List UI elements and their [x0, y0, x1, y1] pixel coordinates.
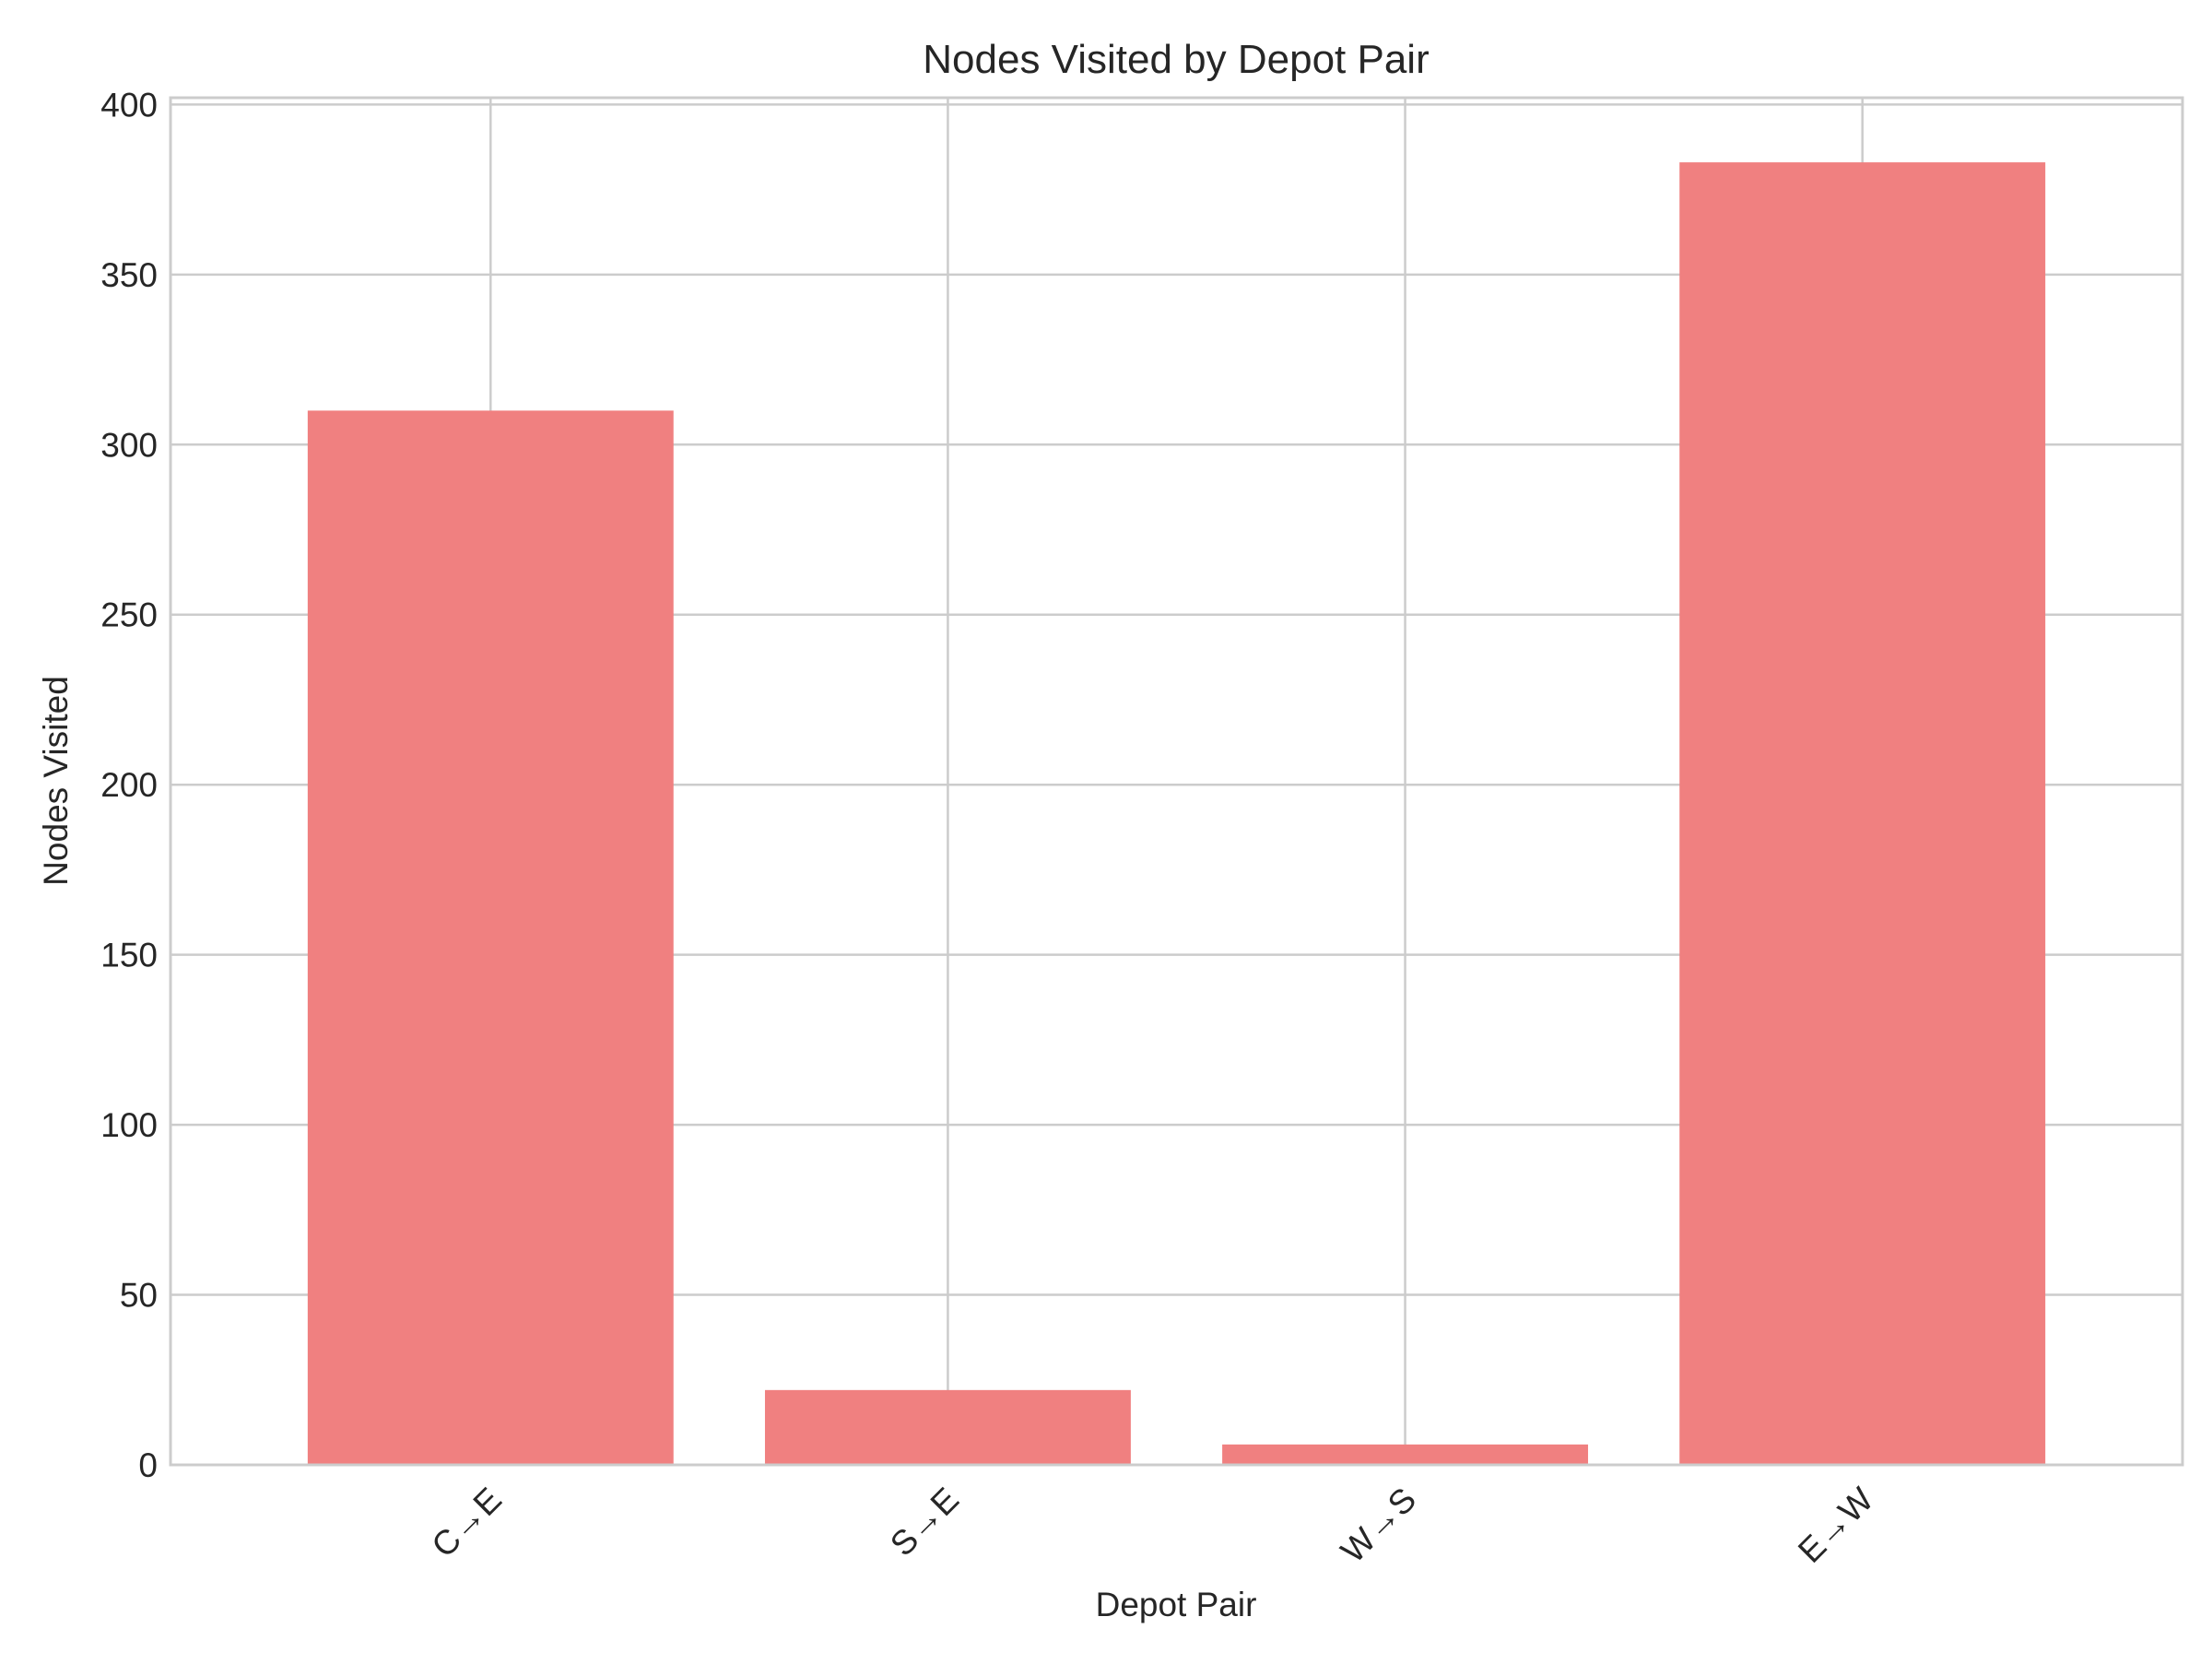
y-tick-label: 400	[100, 86, 158, 124]
chart-title: Nodes Visited by Depot Pair	[923, 37, 1429, 82]
x-tick-label: C→E	[424, 1481, 509, 1565]
y-tick-label: 350	[100, 256, 158, 294]
bars	[307, 162, 2046, 1465]
y-tick-label: 200	[100, 766, 158, 804]
y-axis-ticks: 0 50 100 150 200 250 300 350 400	[100, 86, 158, 1484]
y-tick-label: 300	[100, 426, 158, 464]
y-tick-label: 150	[100, 937, 158, 974]
bar	[1222, 1444, 1589, 1465]
x-axis-label: Depot Pair	[1096, 1586, 1257, 1623]
x-tick-label: E→W	[1791, 1481, 1880, 1570]
y-axis-label: Nodes Visited	[37, 676, 75, 886]
x-axis-ticks: C→E S→E W→S E→W	[424, 1481, 1880, 1570]
y-tick-label: 50	[120, 1277, 158, 1315]
x-tick-label: W→S	[1334, 1481, 1423, 1570]
bar	[1679, 162, 2046, 1465]
y-tick-label: 100	[100, 1106, 158, 1144]
y-tick-label: 250	[100, 596, 158, 634]
bar	[307, 410, 674, 1465]
plot-frame	[169, 96, 2184, 1467]
x-tick-label: S→E	[883, 1481, 966, 1564]
y-tick-label: 0	[138, 1446, 158, 1484]
bar	[764, 1389, 1131, 1465]
